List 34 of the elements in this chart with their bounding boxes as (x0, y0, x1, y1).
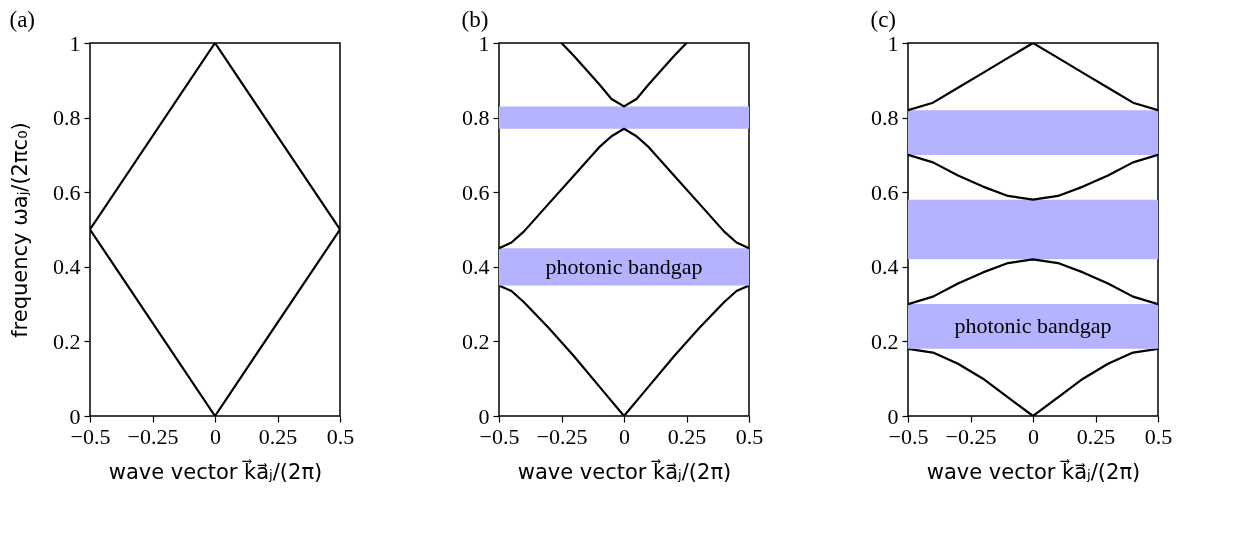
band-label: photonic bandgap (545, 253, 703, 279)
y-tick-label: 0.2 (53, 328, 81, 354)
y-tick-label: 0.6 (462, 179, 490, 205)
y-tick-label: 0.6 (53, 179, 81, 205)
y-tick-label: 0.8 (53, 105, 81, 131)
x-axis-title: wave vector k⃗a⃗ⱼ/(2π) (926, 458, 1141, 484)
y-tick-label: 0.2 (462, 328, 490, 354)
y-tick-label: 0.4 (871, 254, 899, 280)
x-tick-label: 0 (619, 423, 630, 449)
x-tick-label: 0.25 (258, 423, 298, 449)
band-label: photonic bandgap (954, 313, 1112, 339)
x-tick-label: 0.5 (735, 423, 764, 449)
y-tick-label: 0.4 (462, 254, 490, 280)
x-tick-label: 0.5 (326, 423, 355, 449)
x-axis-title: wave vector k⃗a⃗ⱼ/(2π) (108, 458, 323, 484)
chart-title: (a) (9, 7, 36, 32)
x-tick-label: 0.5 (1144, 423, 1173, 449)
y-tick-label: 0.4 (53, 254, 81, 280)
y-tick-label: 0.2 (871, 328, 899, 354)
x-tick-label: 0 (1028, 423, 1039, 449)
x-tick-label: 0 (210, 423, 221, 449)
x-tick-label: 0.25 (1076, 423, 1116, 449)
x-tick-label: −0.25 (127, 423, 179, 449)
x-tick-label: 0.25 (667, 423, 707, 449)
y-tick-label: 0.8 (871, 105, 899, 131)
chart-title: (b) (461, 7, 489, 32)
y-tick-label: 1 (69, 30, 81, 56)
y-tick-label: 0.8 (462, 105, 490, 131)
x-axis-title: wave vector k⃗a⃗ⱼ/(2π) (517, 458, 732, 484)
chart-title: (c) (870, 7, 897, 32)
x-tick-label: −0.25 (536, 423, 588, 449)
y-axis-title: frequency ωaⱼ/(2πc₀) (8, 122, 32, 338)
y-tick-label: 0.6 (871, 179, 899, 205)
x-tick-label: −0.25 (945, 423, 997, 449)
